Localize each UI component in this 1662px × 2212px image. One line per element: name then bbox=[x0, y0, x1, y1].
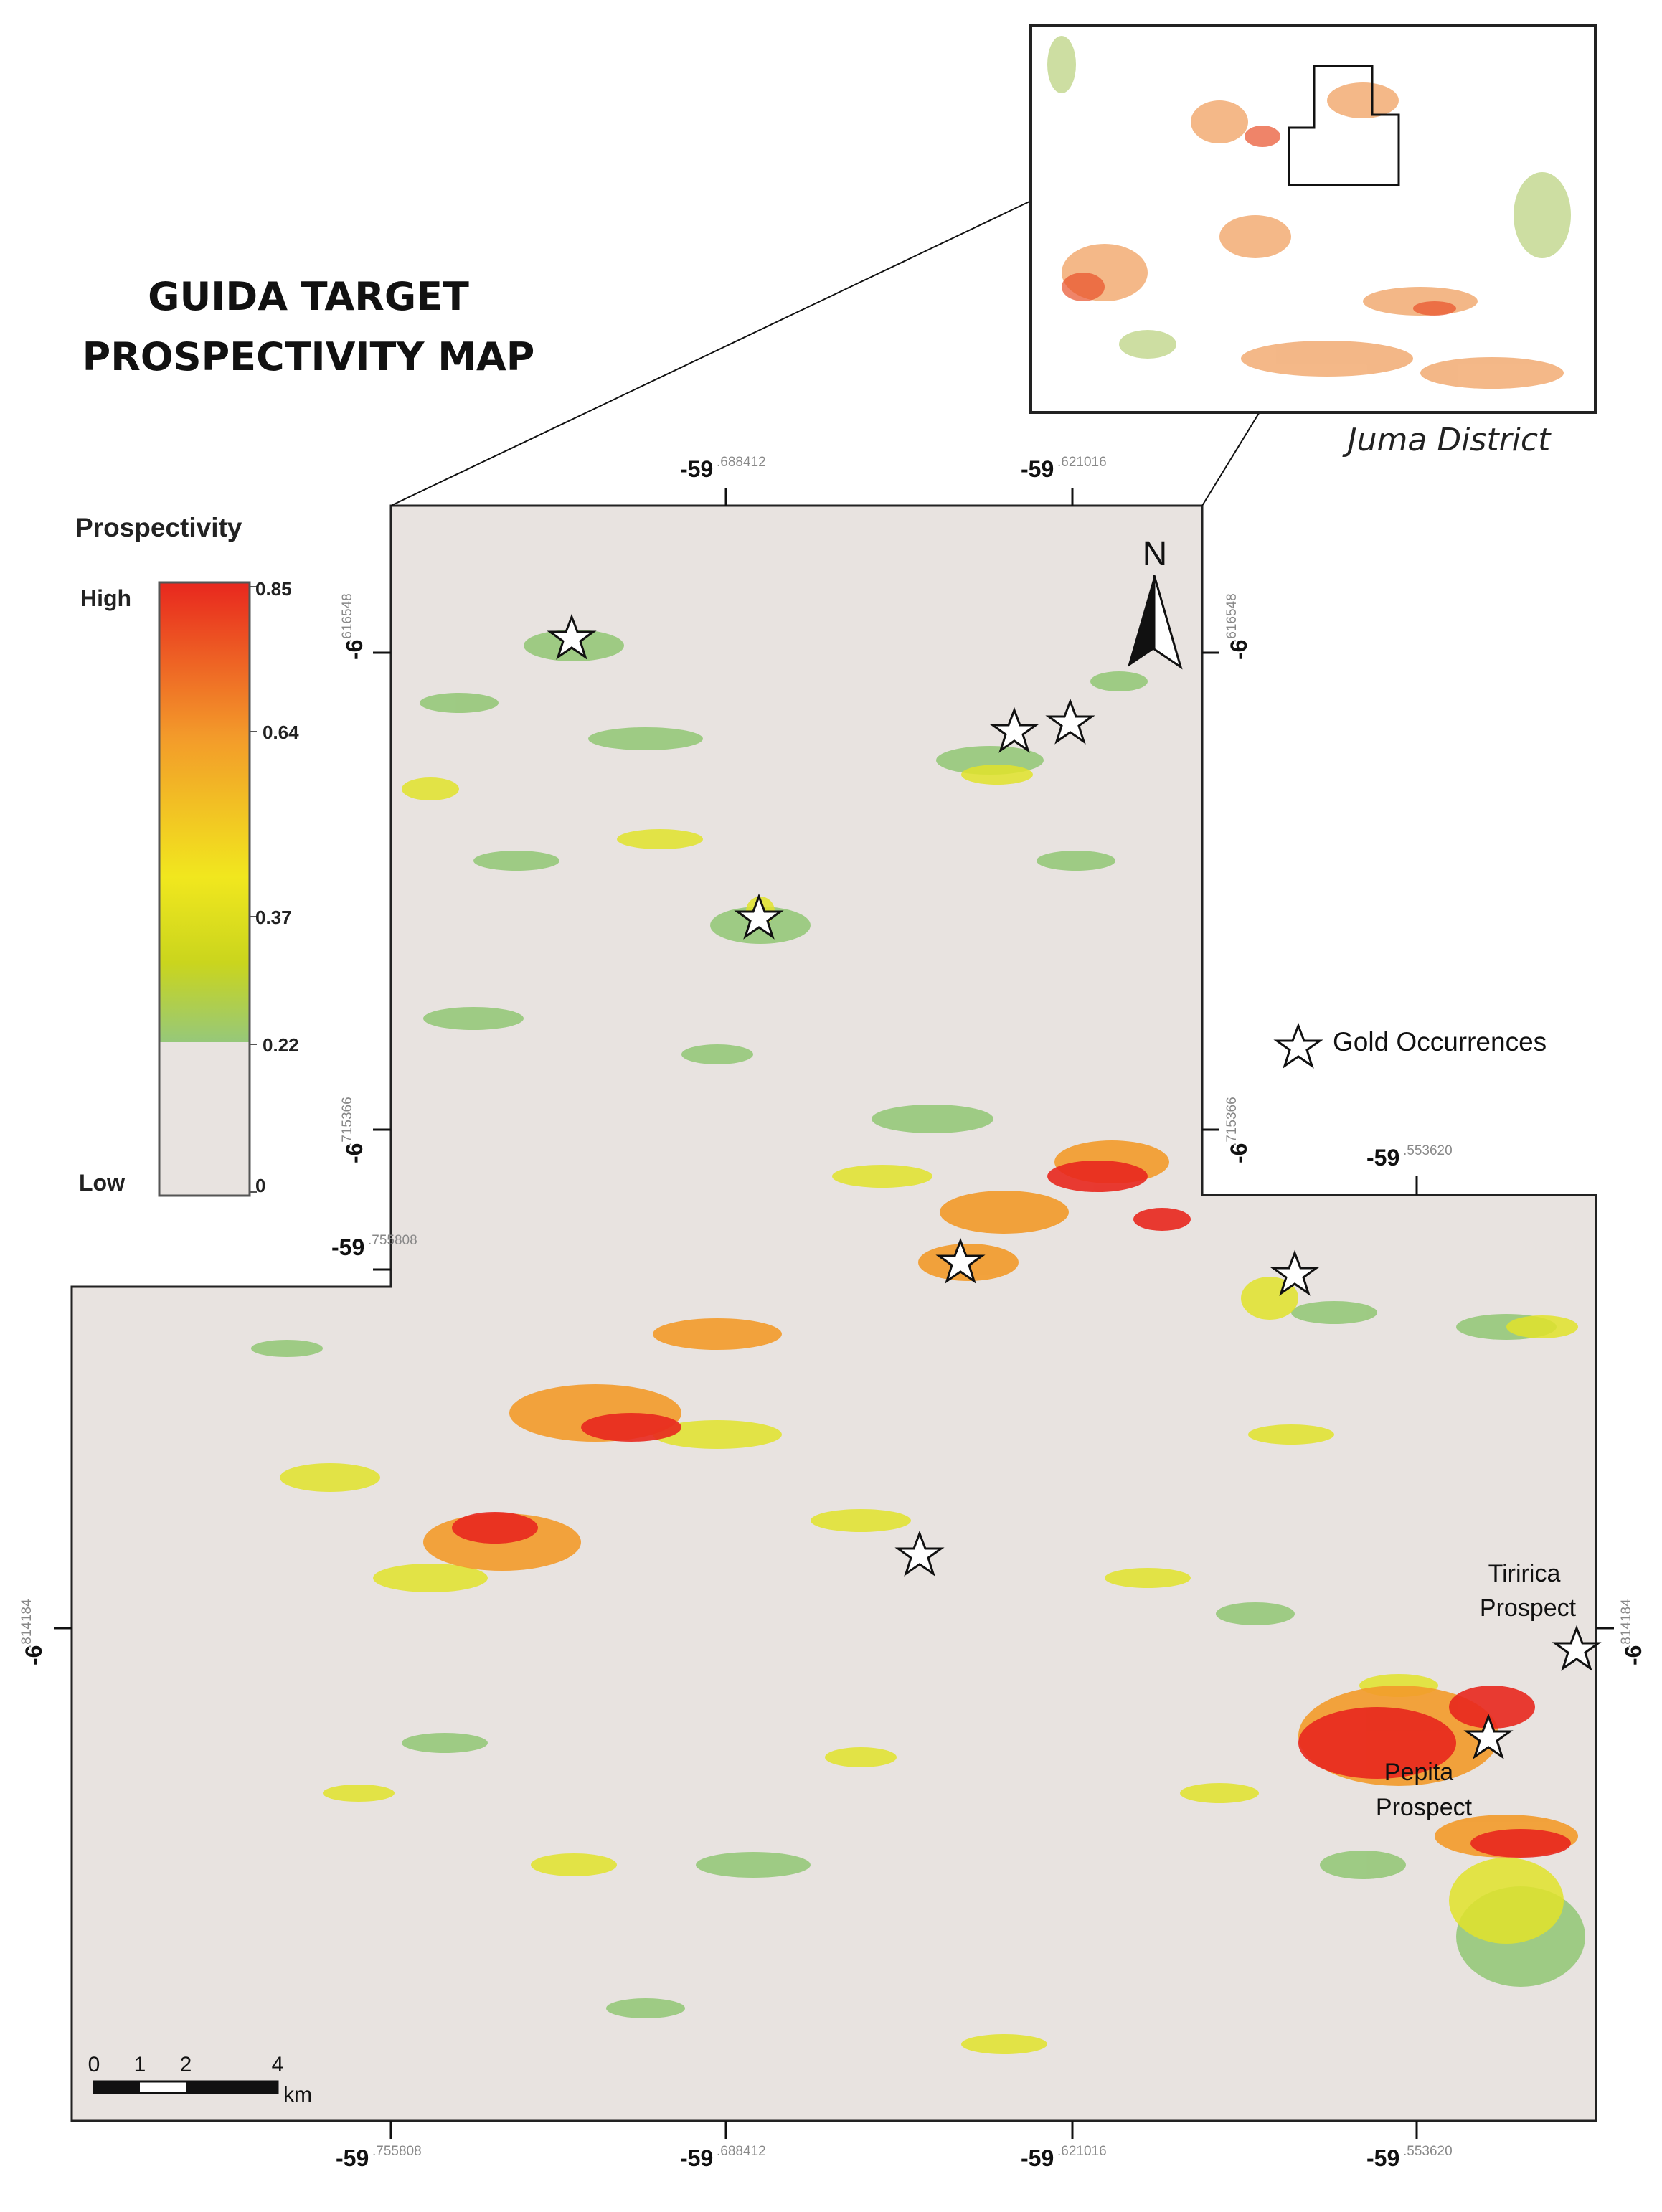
star-icon bbox=[894, 1530, 945, 1577]
coord-mid-lon-left: -59 .755808 bbox=[331, 1233, 417, 1260]
coordinate-ticks bbox=[54, 488, 1614, 2139]
coord-lat-right-1: -6 .616548 bbox=[1224, 593, 1252, 660]
svg-text:.553620: .553620 bbox=[1403, 1143, 1453, 1158]
svg-text:.553620: .553620 bbox=[1403, 2144, 1453, 2159]
scale-unit: km bbox=[283, 2083, 312, 2107]
gold-occurrences-label: Gold Occurrences bbox=[1333, 1027, 1547, 1057]
north-arrow-icon bbox=[1128, 575, 1154, 667]
legend-value-037: 0.37 bbox=[255, 907, 292, 928]
star-icon bbox=[734, 893, 784, 940]
svg-text:-59: -59 bbox=[331, 1234, 364, 1260]
map-title-line-1: GUIDA TARGET bbox=[148, 274, 469, 319]
prospectivity-patches bbox=[251, 630, 1585, 2054]
scale-tick-1: 1 bbox=[134, 2053, 146, 2076]
svg-text:-59: -59 bbox=[680, 2145, 713, 2171]
svg-text:.688412: .688412 bbox=[717, 455, 766, 470]
star-icon bbox=[1552, 1625, 1602, 1671]
star-icon bbox=[1270, 1249, 1320, 1296]
star-icon bbox=[989, 706, 1039, 753]
pepita-label-line-1: Pepita bbox=[1384, 1759, 1453, 1786]
inset-caption: Juma District bbox=[1342, 422, 1552, 458]
svg-text:.715366: .715366 bbox=[1224, 1097, 1240, 1146]
legend-value-022: 0.22 bbox=[263, 1034, 299, 1056]
coord-lat-right-2: -6 .715366 bbox=[1224, 1097, 1252, 1163]
svg-text:-6: -6 bbox=[1226, 1143, 1252, 1163]
legend: Prospectivity High Low 0.85 0.64 0.37 0.… bbox=[75, 513, 299, 1197]
svg-text:.814184: .814184 bbox=[19, 1599, 34, 1648]
pepita-label-line-2: Prospect bbox=[1376, 1794, 1473, 1821]
svg-text:.688412: .688412 bbox=[717, 2144, 766, 2159]
scale-tick-0: 0 bbox=[88, 2053, 100, 2076]
legend-high-label: High bbox=[80, 585, 131, 611]
coord-lat-left-3: -6 .814184 bbox=[19, 1599, 47, 1665]
svg-text:.621016: .621016 bbox=[1057, 455, 1107, 470]
legend-low-label: Low bbox=[79, 1170, 125, 1196]
star-icon bbox=[935, 1237, 986, 1284]
star-icon bbox=[1463, 1713, 1514, 1759]
svg-text:-59: -59 bbox=[1366, 2145, 1399, 2171]
scale-tick-4: 4 bbox=[272, 2053, 284, 2076]
coord-lat-left-1: -6 .616548 bbox=[340, 593, 367, 660]
svg-text:-59: -59 bbox=[680, 456, 713, 482]
svg-text:-59: -59 bbox=[1021, 456, 1054, 482]
inset-map: Juma District bbox=[390, 24, 1597, 506]
svg-text:.715366: .715366 bbox=[340, 1097, 355, 1146]
tiririca-label-line-1: Tiririca bbox=[1488, 1560, 1561, 1587]
legend-value-085: 0.85 bbox=[255, 578, 292, 600]
svg-text:-6: -6 bbox=[21, 1645, 47, 1665]
svg-text:-6: -6 bbox=[341, 640, 367, 660]
coord-bottom-lon-4: -59 .553620 bbox=[1366, 2144, 1453, 2171]
star-icon bbox=[1273, 1022, 1323, 1069]
coord-lat-right-3: -6 .814184 bbox=[1619, 1599, 1646, 1665]
scale-bar: 0 1 2 4 km bbox=[88, 2053, 312, 2107]
svg-text:.621016: .621016 bbox=[1057, 2144, 1107, 2159]
scale-tick-2: 2 bbox=[180, 2053, 192, 2076]
coord-bottom-lon-2: -59 .688412 bbox=[680, 2144, 766, 2171]
legend-value-064: 0.64 bbox=[263, 722, 299, 743]
legend-title: Prospectivity bbox=[75, 513, 242, 542]
star-icon bbox=[1045, 698, 1095, 745]
coord-lat-left-2: -6 .715366 bbox=[340, 1097, 367, 1163]
star-icon bbox=[547, 613, 597, 660]
inset-patches-red bbox=[1062, 126, 1456, 316]
svg-text:.755808: .755808 bbox=[368, 1233, 417, 1248]
svg-text:-59: -59 bbox=[336, 2145, 369, 2171]
main-map bbox=[70, 504, 1597, 2122]
svg-text:-59: -59 bbox=[1366, 1145, 1399, 1171]
svg-text:-59: -59 bbox=[1021, 2145, 1054, 2171]
coord-top-lon-2: -59 .621016 bbox=[1021, 455, 1107, 482]
map-boundary bbox=[70, 504, 1597, 2122]
gold-occurrences-legend: Gold Occurrences bbox=[1273, 1022, 1547, 1069]
svg-text:.814184: .814184 bbox=[1619, 1599, 1634, 1648]
legend-color-bar bbox=[158, 581, 251, 1197]
svg-text:.755808: .755808 bbox=[372, 2144, 422, 2159]
north-label: N bbox=[1143, 535, 1168, 573]
svg-text:.616548: .616548 bbox=[1224, 593, 1240, 643]
svg-text:-6: -6 bbox=[341, 1143, 367, 1163]
north-arrow: N bbox=[1128, 535, 1183, 670]
svg-text:.616548: .616548 bbox=[340, 593, 355, 643]
coord-bottom-lon-3: -59 .621016 bbox=[1021, 2144, 1107, 2171]
legend-value-0: 0 bbox=[255, 1175, 265, 1196]
svg-text:-6: -6 bbox=[1620, 1645, 1646, 1665]
map-title-line-2: PROSPECTIVITY MAP bbox=[82, 334, 535, 379]
svg-text:-6: -6 bbox=[1226, 640, 1252, 660]
inset-target-outline bbox=[1288, 65, 1400, 186]
coord-bottom-lon-1: -59 .755808 bbox=[336, 2144, 422, 2171]
coord-top-lon-1: -59 .688412 bbox=[680, 455, 766, 482]
coord-mid-lon-right: -59 .553620 bbox=[1366, 1143, 1453, 1171]
gold-occurrence-markers bbox=[547, 613, 1602, 1759]
inset-patches bbox=[1062, 82, 1564, 389]
inset-patches-green bbox=[1047, 36, 1571, 359]
tiririca-label-line-2: Prospect bbox=[1480, 1594, 1577, 1622]
